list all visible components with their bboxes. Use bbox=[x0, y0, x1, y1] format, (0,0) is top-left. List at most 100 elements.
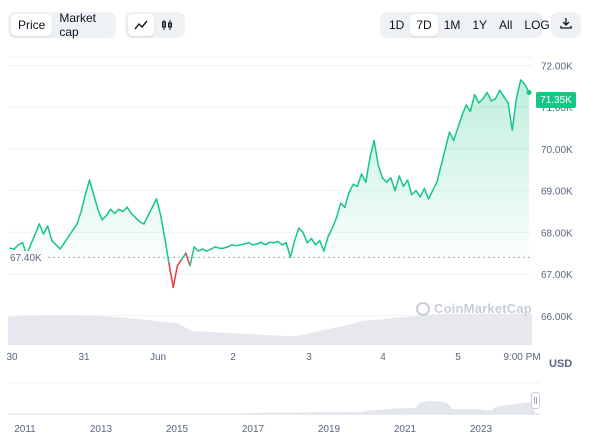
log-scale-toggle[interactable]: LOG bbox=[524, 18, 550, 32]
price-line-segment bbox=[339, 202, 346, 209]
price-line-segment bbox=[97, 208, 103, 221]
x-tick-label: 2 bbox=[230, 352, 236, 363]
price-line-segment bbox=[210, 246, 216, 250]
price-line-segment bbox=[444, 131, 451, 150]
price-line-segment bbox=[360, 173, 367, 183]
price-line-segment bbox=[51, 239, 57, 246]
price-line-segment bbox=[55, 244, 61, 250]
price-line-segment bbox=[335, 202, 342, 219]
price-line-segment bbox=[469, 93, 476, 113]
price-line-segment bbox=[427, 189, 434, 200]
download-button[interactable] bbox=[551, 12, 581, 38]
price-line-segment bbox=[423, 187, 430, 200]
price-line-segment bbox=[59, 241, 66, 250]
price-line-segment bbox=[306, 237, 313, 244]
price-line-segment bbox=[356, 173, 363, 188]
price-line-segment bbox=[126, 206, 133, 215]
price-line-segment bbox=[323, 235, 329, 252]
price-line-segment bbox=[373, 139, 380, 167]
price-line-segment bbox=[302, 231, 308, 244]
price-line-segment bbox=[507, 102, 514, 131]
range-1d[interactable]: 1D bbox=[389, 18, 405, 32]
price-line-segment bbox=[452, 127, 459, 142]
price-line-segment bbox=[30, 233, 36, 245]
y-tick-label: 69.00K bbox=[541, 187, 573, 198]
range-selector: 1D 7D 1M 1Y All LOG bbox=[380, 12, 550, 38]
price-line-segment bbox=[478, 97, 484, 104]
coinmarketcap-logo-icon bbox=[416, 301, 430, 316]
price-line-segment bbox=[46, 225, 53, 242]
overview-scroll-handle[interactable] bbox=[531, 392, 540, 409]
price-line-segment bbox=[118, 208, 124, 213]
price-line-segment bbox=[201, 248, 208, 252]
range-1y[interactable]: 1Y bbox=[472, 18, 488, 32]
overview-x-tick-label: 2017 bbox=[242, 424, 265, 435]
price-line-segment bbox=[197, 248, 204, 252]
watermark-text: CoinMarketCap bbox=[434, 301, 532, 316]
price-line-segment bbox=[394, 175, 401, 192]
price-line-segment bbox=[38, 223, 45, 235]
price-line-segment bbox=[76, 210, 82, 225]
price-line-segment bbox=[164, 237, 170, 265]
price-line-segment bbox=[155, 198, 162, 217]
price-line-segment bbox=[461, 104, 467, 117]
price-line-segment bbox=[436, 164, 442, 183]
price-line-segment bbox=[406, 179, 413, 196]
price-line-segment bbox=[402, 179, 409, 188]
price-line-segment bbox=[151, 198, 158, 209]
y-tick-label: 66.00K bbox=[541, 312, 573, 323]
market-cap-tab[interactable]: Market cap bbox=[59, 11, 97, 39]
current-price-badge: 71.35K bbox=[536, 92, 576, 108]
price-tab[interactable]: Price bbox=[11, 14, 53, 36]
range-7d[interactable]: 7D bbox=[410, 14, 438, 36]
x-tick-label: 3 bbox=[306, 352, 312, 363]
price-line-segment bbox=[465, 104, 472, 113]
price-line-segment bbox=[390, 177, 396, 192]
price-line-segment bbox=[189, 246, 195, 267]
x-tick-label: 30 bbox=[6, 352, 18, 363]
price-line-segment bbox=[457, 114, 463, 129]
price-line-segment bbox=[130, 212, 137, 219]
price-line-segment bbox=[490, 97, 497, 102]
y-tick-label: 71.00K bbox=[541, 103, 573, 114]
range-all[interactable]: All bbox=[499, 18, 513, 32]
price-line-segment bbox=[377, 164, 384, 179]
price-line-segment bbox=[256, 241, 262, 245]
price-line-segment bbox=[511, 97, 518, 131]
price-line-segment bbox=[17, 241, 24, 246]
price-line-segment bbox=[109, 208, 116, 215]
y-tick-label: 72.00K bbox=[541, 61, 573, 72]
price-line-segment bbox=[310, 237, 317, 246]
price-line-segment bbox=[113, 208, 120, 215]
price-line-segment bbox=[134, 216, 141, 223]
price-line-segment bbox=[139, 221, 145, 225]
volume-area bbox=[8, 313, 532, 345]
line-chart-icon[interactable] bbox=[128, 14, 154, 36]
price-line-segment bbox=[327, 227, 334, 238]
price-line-segment bbox=[473, 93, 480, 104]
price-line-segment bbox=[247, 241, 254, 246]
price-line-segment bbox=[101, 214, 108, 221]
candlestick-icon[interactable] bbox=[154, 14, 180, 36]
x-tick-label: 4 bbox=[380, 352, 386, 363]
price-line-segment bbox=[122, 206, 128, 213]
price-line-segment bbox=[298, 227, 304, 234]
price-line-segment bbox=[344, 191, 350, 209]
range-1m[interactable]: 1M bbox=[443, 18, 461, 32]
overview-area bbox=[8, 401, 535, 414]
x-tick-label: Jun bbox=[150, 352, 166, 363]
price-line-segment bbox=[67, 229, 74, 238]
price-line-segment bbox=[352, 183, 359, 188]
price-line-segment bbox=[105, 208, 112, 217]
y-tick-label: 67.00K bbox=[541, 270, 573, 281]
price-line-segment bbox=[318, 239, 325, 252]
price-line-segment bbox=[205, 248, 212, 252]
price-line-segment bbox=[498, 89, 505, 98]
price-line-segment bbox=[72, 223, 78, 231]
y-tick-label: 68.00K bbox=[541, 228, 573, 239]
price-line-segment bbox=[519, 79, 526, 85]
price-line-segment bbox=[34, 223, 41, 236]
price-line-segment bbox=[84, 179, 91, 196]
price-line-segment bbox=[314, 239, 321, 246]
